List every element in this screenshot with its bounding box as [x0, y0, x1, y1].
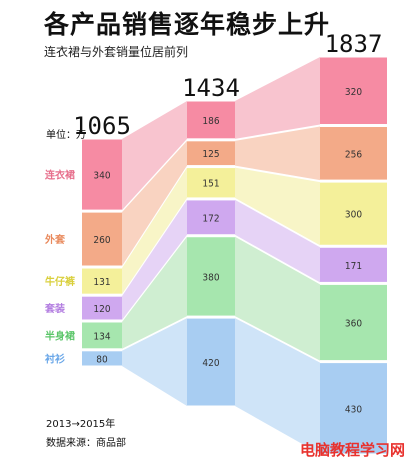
connector-2013-2014-5 [122, 318, 187, 406]
bar-segment-2014-4 [187, 237, 235, 316]
series-label-5: 衬衫 [45, 352, 65, 365]
bar-total-label-2013: 1065 [73, 112, 131, 140]
bar-value-label-2013-4: 134 [93, 331, 110, 342]
bar-segment-2013-3 [82, 296, 122, 320]
bar-segment-2015-3 [320, 247, 387, 282]
bar-value-label-2015-0: 320 [345, 87, 362, 98]
bar-segment-2015-0 [320, 57, 387, 125]
bar-segment-2014-5 [187, 318, 235, 406]
bar-value-label-2015-5: 430 [345, 404, 362, 415]
bar-segment-2013-2 [82, 268, 122, 294]
connector-2014-2015-4 [235, 236, 320, 361]
bar-total-label-2015: 1837 [325, 30, 383, 58]
bar-value-label-2013-5: 80 [96, 354, 108, 365]
bar-value-label-2013-3: 120 [93, 304, 110, 315]
bar-segment-2013-1 [82, 212, 122, 266]
connector-2014-2015-5 [235, 318, 320, 454]
bar-value-label-2014-1: 125 [202, 149, 219, 160]
bar-value-label-2014-0: 186 [202, 116, 219, 127]
bar-segment-2015-2 [320, 182, 387, 245]
bar-value-label-2013-1: 260 [93, 235, 110, 246]
bar-segment-2014-2 [187, 168, 235, 198]
bar-value-label-2014-5: 420 [202, 358, 219, 369]
bar-total-label-2014: 1434 [182, 74, 240, 102]
bar-segment-2015-4 [320, 284, 387, 361]
bar-segment-2013-4 [82, 322, 122, 349]
connector-2014-2015-2 [235, 167, 320, 246]
unit-label: 单位：万 [46, 130, 86, 141]
period-label: 2013→2015年 [46, 419, 116, 430]
bar-value-label-2015-4: 360 [345, 319, 362, 330]
bar-value-label-2014-4: 380 [202, 272, 219, 283]
series-label-2: 牛仔裤 [45, 275, 75, 288]
bar-segment-2015-5 [320, 363, 387, 454]
chart-title: 各产品销售逐年稳步上升 [44, 10, 331, 39]
series-label-4: 半身裙 [45, 329, 75, 342]
bar-segment-2013-0 [82, 139, 122, 210]
chart-subtitle: 连衣裙与外套销量位居前列 [44, 45, 189, 59]
bar-value-label-2015-2: 300 [345, 210, 362, 221]
bar-value-label-2014-2: 151 [202, 179, 219, 190]
series-label-1: 外套 [44, 233, 66, 246]
bar-segment-2015-1 [320, 127, 387, 180]
connector-2013-2014-4 [122, 236, 187, 349]
bar-value-label-2015-1: 256 [345, 149, 362, 160]
watermark-logo: 电脑教程学习网 [299, 441, 405, 459]
bar-segment-2014-1 [187, 141, 235, 166]
connector-2014-2015-3 [235, 199, 320, 283]
bar-value-label-2013-2: 131 [93, 277, 110, 288]
connector-2013-2014-1 [122, 140, 187, 267]
series-label-3: 套装 [44, 302, 65, 315]
data-source-label: 数据来源：商品部 [46, 438, 126, 449]
series-label-0: 连衣裙 [45, 169, 75, 182]
connector-2013-2014-3 [122, 199, 187, 320]
connector-2014-2015-1 [235, 126, 320, 181]
bar-segment-2014-0 [187, 101, 235, 139]
bar-segment-2014-3 [187, 200, 235, 235]
bar-value-label-2014-3: 172 [202, 213, 219, 224]
connector-2014-2015-0 [235, 57, 320, 139]
connector-2013-2014-0 [122, 101, 187, 211]
connector-2013-2014-2 [122, 167, 187, 295]
bar-value-label-2015-3: 171 [345, 261, 362, 272]
bar-value-label-2013-0: 340 [93, 171, 110, 182]
bar-segment-2013-5 [82, 351, 122, 366]
